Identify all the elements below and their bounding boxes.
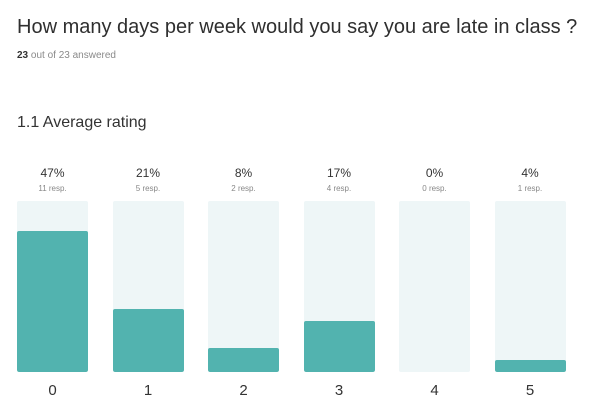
bar-percent-label: 47% (40, 166, 65, 180)
bar-column: 17% 4 resp. 3 (303, 0, 375, 418)
bar-response-count: 5 resp. (135, 184, 161, 193)
bar-percent-label: 21% (135, 166, 161, 180)
bar-column: 47% 11 resp. 0 (17, 0, 88, 418)
bar (17, 231, 88, 372)
bar-column: 0% 0 resp. 4 (399, 0, 470, 418)
bar-track (17, 201, 88, 372)
bar-response-count: 4 resp. (326, 184, 352, 193)
bar-response-count: 2 resp. (231, 184, 256, 193)
section-title: 1.1 Average rating (17, 114, 147, 131)
bar-column: 21% 5 resp. 1 (112, 0, 184, 418)
category-label: 1 (143, 382, 153, 399)
bar-column: 8% 2 resp. 2 (208, 0, 279, 418)
bar-track (399, 201, 470, 372)
bar-column: 4% 1 resp. 5 (494, 0, 566, 418)
answered-suffix: out of 23 answered (28, 50, 116, 61)
bar-response-count: 1 resp. (517, 184, 543, 193)
category-label: 4 (430, 382, 439, 399)
bar (208, 348, 279, 372)
bar-percent-label: 0% (425, 166, 444, 180)
bar-track (112, 201, 184, 372)
bar-percent-label: 8% (234, 166, 253, 180)
answered-count: 23 (17, 50, 29, 61)
category-label: 0 (48, 382, 57, 399)
category-label: 5 (525, 382, 535, 399)
bar-track (494, 201, 566, 372)
bar-track (303, 201, 375, 372)
bar (112, 309, 184, 372)
bar-percent-label: 17% (326, 166, 352, 180)
category-label: 3 (334, 382, 344, 399)
bar-track (208, 201, 279, 372)
bar (303, 321, 375, 372)
bar-response-count: 11 resp. (38, 184, 67, 193)
bar-response-count: 0 resp. (422, 184, 447, 193)
bar-percent-label: 4% (521, 166, 539, 180)
bar (494, 360, 566, 372)
question-title: How many days per week would you say you… (17, 16, 578, 38)
category-label: 2 (239, 382, 248, 399)
answered-summary: 23 out of 23 answered (17, 50, 116, 61)
